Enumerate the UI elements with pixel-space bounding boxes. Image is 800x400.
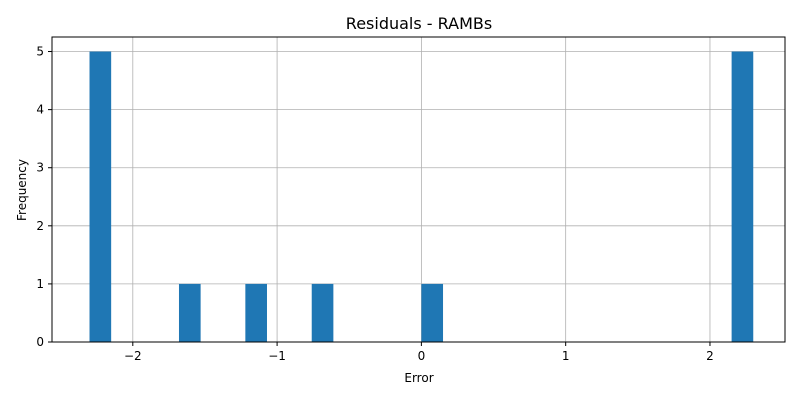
histogram-bar — [89, 51, 112, 343]
bars — [89, 51, 754, 343]
histogram-bar — [245, 283, 267, 342]
chart-title: Residuals - RAMBs — [346, 14, 492, 33]
y-axis-ticks: 0 1 2 3 4 5 — [36, 45, 52, 349]
y-axis-label: Frequency — [15, 159, 29, 221]
y-tick-label: 2 — [36, 219, 44, 233]
x-tick-label: −2 — [124, 349, 142, 363]
x-tick-label: 1 — [562, 349, 570, 363]
y-tick-label: 1 — [36, 277, 44, 291]
histogram-bar — [311, 283, 334, 342]
histogram-bar — [421, 283, 444, 342]
x-axis-ticks: −2 −1 0 1 2 — [124, 342, 714, 363]
y-tick-label: 0 — [36, 335, 44, 349]
grid-lines — [52, 37, 785, 343]
x-tick-label: 2 — [706, 349, 714, 363]
histogram-bar — [178, 283, 201, 342]
x-tick-label: 0 — [418, 349, 426, 363]
y-tick-label: 5 — [36, 45, 44, 59]
x-tick-label: −1 — [268, 349, 286, 363]
histogram-bar — [731, 51, 754, 343]
x-axis-label: Error — [404, 371, 433, 385]
y-tick-label: 4 — [36, 103, 44, 117]
y-tick-label: 3 — [36, 161, 44, 175]
plot-frame — [51, 36, 786, 343]
